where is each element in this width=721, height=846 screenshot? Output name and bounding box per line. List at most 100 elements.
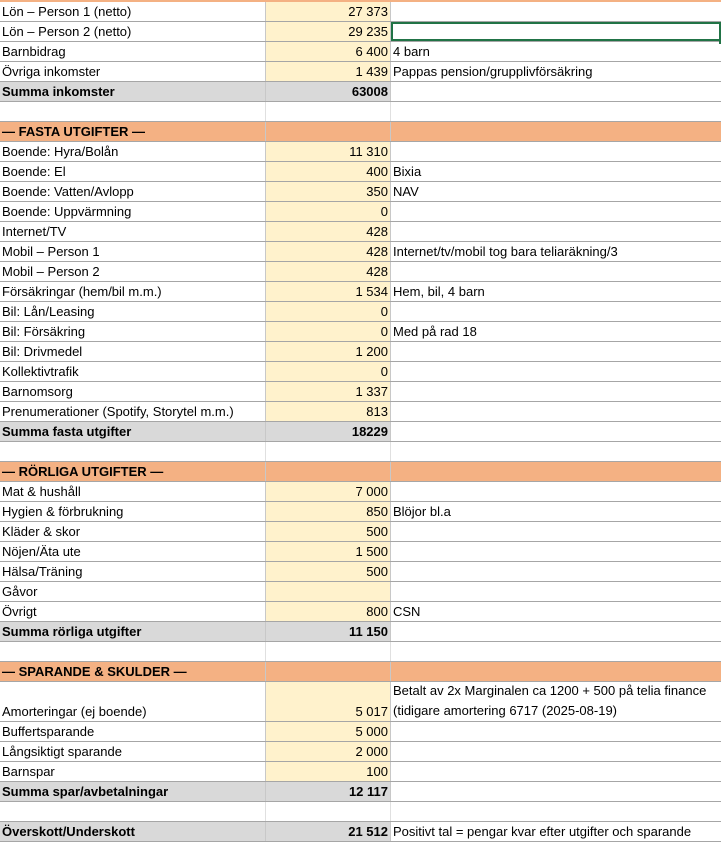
- value-cell[interactable]: 428: [266, 242, 391, 261]
- note-cell[interactable]: [391, 302, 721, 321]
- note-cell[interactable]: [391, 382, 721, 401]
- label-cell[interactable]: Kollektivtrafik: [0, 362, 266, 381]
- value-cell[interactable]: 7 000: [266, 482, 391, 501]
- note-cell[interactable]: [391, 402, 721, 421]
- label-cell[interactable]: [0, 442, 266, 461]
- note-cell[interactable]: NAV: [393, 184, 419, 199]
- value-cell[interactable]: 21 512: [266, 822, 391, 841]
- label-cell[interactable]: Boende: Uppvärmning: [0, 202, 266, 221]
- label-cell[interactable]: Summa spar/avbetalningar: [0, 782, 266, 801]
- label-cell[interactable]: Mobil – Person 2: [0, 262, 266, 281]
- value-cell[interactable]: 0: [266, 202, 391, 221]
- value-cell[interactable]: 800: [266, 602, 391, 621]
- value-cell[interactable]: 6 400: [266, 42, 391, 61]
- note-cell[interactable]: Betalt av 2x Marginalen ca 1200 + 500 på…: [391, 682, 721, 721]
- label-cell[interactable]: Amorteringar (ej boende): [0, 682, 266, 721]
- value-cell[interactable]: 11 150: [266, 622, 391, 641]
- label-cell[interactable]: Mat & hushåll: [0, 482, 266, 501]
- label-cell[interactable]: Övriga inkomster: [0, 62, 266, 81]
- value-cell[interactable]: 5 017: [266, 682, 391, 721]
- label-cell[interactable]: Hälsa/Träning: [0, 562, 266, 581]
- value-cell[interactable]: [266, 662, 391, 681]
- value-cell[interactable]: [266, 802, 391, 821]
- value-cell[interactable]: 63008: [266, 82, 391, 101]
- note-cell[interactable]: [391, 262, 721, 281]
- note-cell[interactable]: Bixia: [393, 164, 422, 179]
- label-cell[interactable]: Långsiktigt sparande: [0, 742, 266, 761]
- value-cell[interactable]: 0: [266, 322, 391, 341]
- note-cell[interactable]: [391, 742, 721, 761]
- value-cell[interactable]: 100: [266, 762, 391, 781]
- note-cell[interactable]: [391, 362, 721, 381]
- note-cell[interactable]: [391, 622, 721, 641]
- label-cell[interactable]: Barnbidrag: [0, 42, 266, 61]
- note-cell[interactable]: [391, 522, 721, 541]
- note-cell[interactable]: [391, 582, 721, 601]
- label-cell[interactable]: [0, 102, 266, 121]
- label-cell[interactable]: [0, 642, 266, 661]
- note-cell[interactable]: [391, 222, 721, 241]
- value-cell[interactable]: 2 000: [266, 742, 391, 761]
- value-cell[interactable]: 1 337: [266, 382, 391, 401]
- note-cell[interactable]: [391, 342, 721, 361]
- note-cell[interactable]: Med på rad 18: [393, 324, 477, 339]
- note-cell[interactable]: [391, 782, 721, 801]
- label-cell[interactable]: Överskott/Underskott: [0, 822, 266, 841]
- label-cell[interactable]: Bil: Drivmedel: [0, 342, 266, 361]
- value-cell[interactable]: 11 310: [266, 142, 391, 161]
- note-cell[interactable]: CSN: [393, 604, 421, 619]
- label-cell[interactable]: Kläder & skor: [0, 522, 266, 541]
- value-cell[interactable]: 18229: [266, 422, 391, 441]
- value-cell[interactable]: [266, 582, 391, 601]
- note-cell[interactable]: Hem, bil, 4 barn: [393, 284, 485, 299]
- label-cell[interactable]: Försäkringar (hem/bil m.m.): [0, 282, 266, 301]
- value-cell[interactable]: [266, 442, 391, 461]
- value-cell[interactable]: 350: [266, 182, 391, 201]
- value-cell[interactable]: 428: [266, 262, 391, 281]
- note-cell[interactable]: 4 barn: [393, 44, 430, 59]
- note-cell[interactable]: Pappas pension/grupplivförsäkring: [393, 64, 593, 79]
- value-cell[interactable]: 1 500: [266, 542, 391, 561]
- label-cell[interactable]: Prenumerationer (Spotify, Storytel m.m.): [0, 402, 266, 421]
- label-cell[interactable]: [0, 802, 266, 821]
- section-title-cell[interactable]: — RÖRLIGA UTGIFTER —: [0, 462, 266, 481]
- label-cell[interactable]: Övrigt: [0, 602, 266, 621]
- note-cell[interactable]: [391, 562, 721, 581]
- section-title-cell[interactable]: — SPARANDE & SKULDER —: [0, 662, 266, 681]
- value-cell[interactable]: 850: [266, 502, 391, 521]
- label-cell[interactable]: Lön – Person 1 (netto): [0, 2, 266, 21]
- label-cell[interactable]: Buffertsparande: [0, 722, 266, 741]
- label-cell[interactable]: Summa fasta utgifter: [0, 422, 266, 441]
- value-cell[interactable]: 400: [266, 162, 391, 181]
- value-cell[interactable]: 29 235: [266, 22, 391, 41]
- note-cell[interactable]: [391, 142, 721, 161]
- note-cell[interactable]: [391, 122, 721, 141]
- note-cell[interactable]: [391, 22, 721, 44]
- note-cell[interactable]: [391, 642, 721, 661]
- note-cell[interactable]: Blöjor bl.a: [393, 504, 451, 519]
- label-cell[interactable]: Nöjen/Äta ute: [0, 542, 266, 561]
- value-cell[interactable]: 500: [266, 522, 391, 541]
- value-cell[interactable]: 500: [266, 562, 391, 581]
- value-cell[interactable]: 1 439: [266, 62, 391, 81]
- note-cell[interactable]: Internet/tv/mobil tog bara teliaräkning/…: [393, 244, 618, 259]
- label-cell[interactable]: Summa inkomster: [0, 82, 266, 101]
- value-cell[interactable]: 5 000: [266, 722, 391, 741]
- label-cell[interactable]: Barnomsorg: [0, 382, 266, 401]
- note-cell[interactable]: [391, 542, 721, 561]
- note-cell[interactable]: [391, 462, 721, 481]
- value-cell[interactable]: 0: [266, 362, 391, 381]
- note-cell[interactable]: Positivt tal = pengar kvar efter utgifte…: [393, 824, 692, 839]
- value-cell[interactable]: 27 373: [266, 2, 391, 21]
- note-cell[interactable]: [391, 442, 721, 461]
- note-cell[interactable]: [391, 422, 721, 441]
- note-cell[interactable]: [391, 802, 721, 821]
- value-cell[interactable]: 428: [266, 222, 391, 241]
- value-cell[interactable]: [266, 122, 391, 141]
- note-cell[interactable]: [391, 762, 721, 781]
- label-cell[interactable]: Summa rörliga utgifter: [0, 622, 266, 641]
- label-cell[interactable]: Hygien & förbrukning: [0, 502, 266, 521]
- section-title-cell[interactable]: — FASTA UTGIFTER —: [0, 122, 266, 141]
- value-cell[interactable]: [266, 642, 391, 661]
- note-cell[interactable]: [391, 662, 721, 681]
